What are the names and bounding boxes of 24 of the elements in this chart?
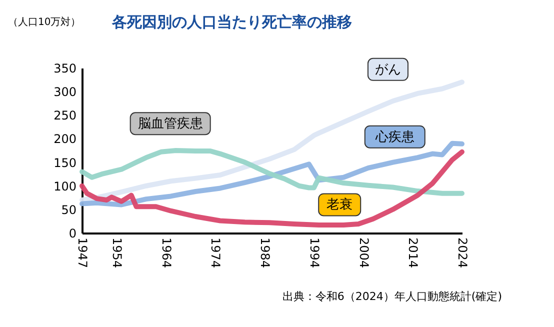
y-tick-label: 100 (54, 179, 76, 194)
y-tick-label: 250 (54, 108, 76, 123)
y-tick-label: 350 (54, 62, 76, 76)
y-axis-title: （人口10万対） (8, 16, 81, 28)
y-tick-label: 150 (54, 156, 76, 170)
source-note: 出典：令和6（2024）年人口動態統計(確定) (282, 290, 502, 303)
y-tick-label: 300 (54, 85, 76, 100)
chart-title: 各死因別の人口当たり死亡率の推移 (111, 13, 352, 31)
x-tick-label: 1947 (76, 238, 90, 268)
x-tick-label: 1984 (258, 238, 272, 268)
x-tick-label: 1954 (110, 238, 124, 268)
series-label: 脳血管疾患 (138, 116, 203, 132)
x-tick-label: 2024 (456, 238, 470, 268)
series-label: がん (374, 62, 401, 78)
x-tick-label: 1964 (159, 238, 174, 268)
series-label: 心疾患 (374, 128, 414, 145)
x-tick-label: 1994 (307, 238, 322, 268)
x-tick-label: 2004 (356, 238, 371, 268)
y-tick-label: 50 (61, 202, 76, 217)
x-tick-label: 2014 (406, 238, 420, 268)
y-tick-label: 0 (68, 226, 76, 240)
y-tick-label: 200 (54, 132, 76, 146)
series-label: 老衰 (326, 196, 353, 213)
x-tick-label: 1974 (208, 238, 223, 268)
